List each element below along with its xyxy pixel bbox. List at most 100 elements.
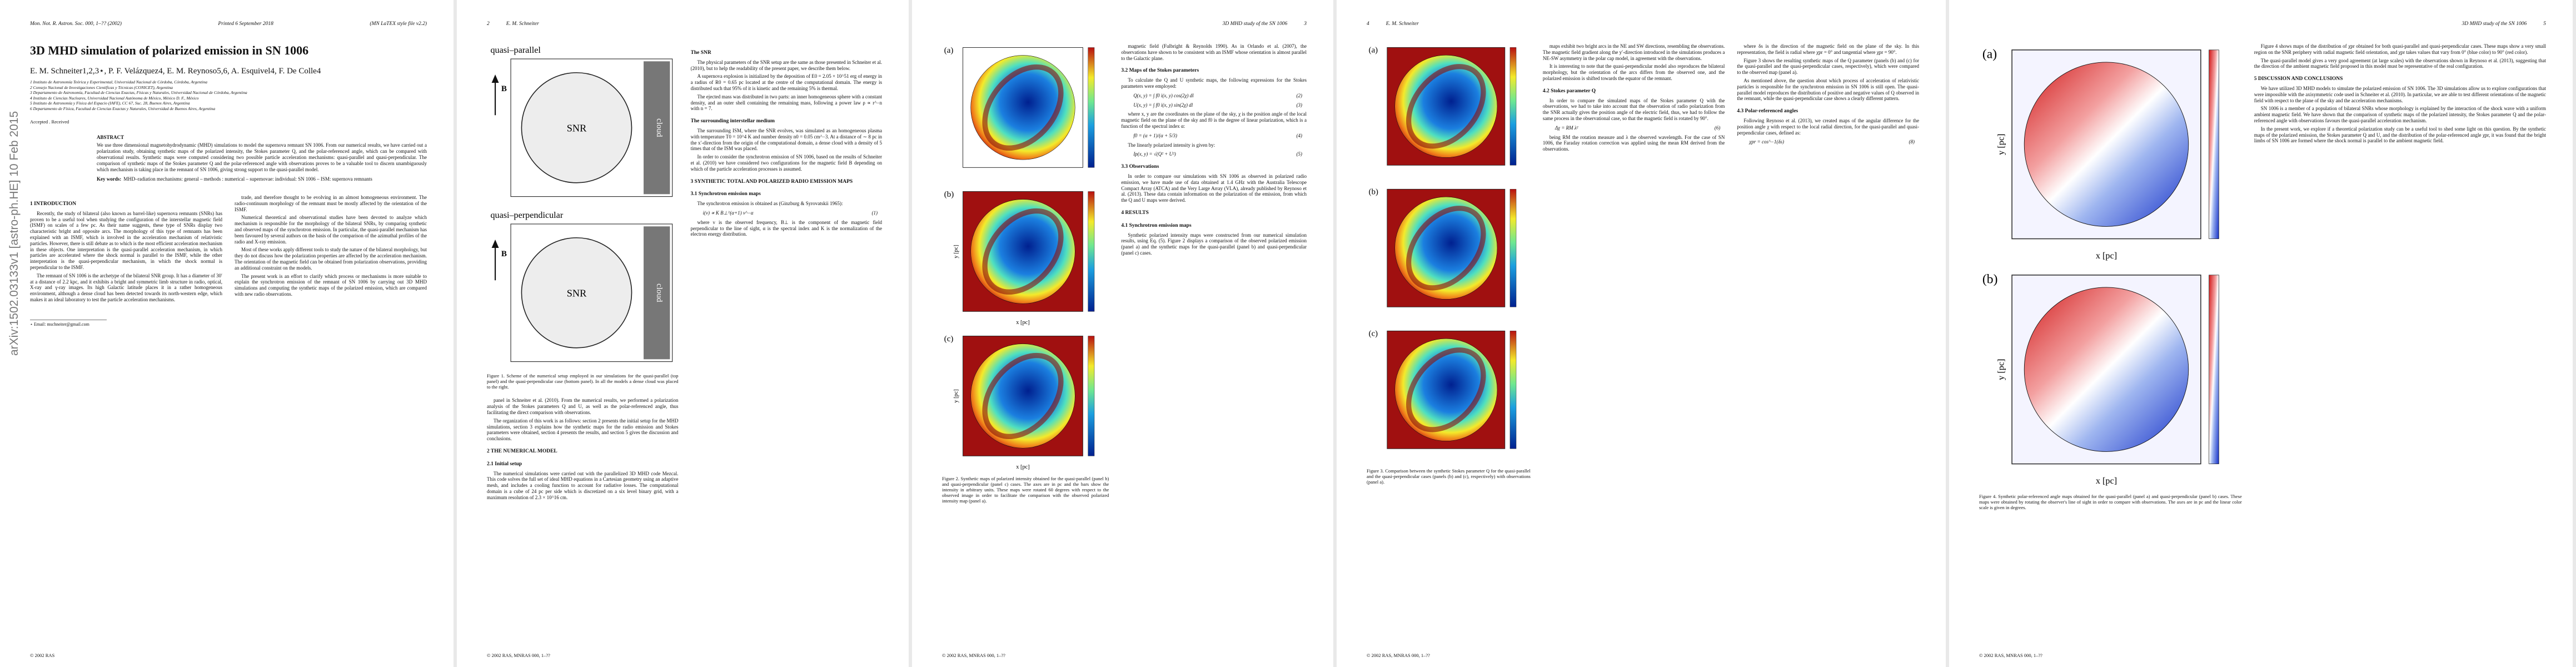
figure-panel: quasi–parallel SNR cloud B bbox=[490, 46, 673, 197]
bright-limb bbox=[982, 208, 1064, 295]
paragraph: As mentioned above, the question about w… bbox=[1737, 77, 1920, 102]
color-bar bbox=[1509, 330, 1517, 449]
equation: χpr = cos^−1(δs) (8) bbox=[1749, 139, 1915, 145]
field-label: B bbox=[501, 250, 507, 258]
paragraph: The physical parameters of the SNR setup… bbox=[690, 59, 883, 71]
text-column: Figure 4 shows maps of the distribution … bbox=[2254, 43, 2546, 634]
header-text: Printed 6 September 2018 bbox=[218, 21, 273, 27]
y-axis-label: y [pc] bbox=[953, 245, 959, 258]
section-heading: 4.2 Stokes parameter Q bbox=[1542, 88, 1596, 94]
equation-body: χpr = cos^−1(δs) bbox=[1749, 139, 1785, 145]
cloud-label: cloud bbox=[655, 118, 664, 137]
page-header: 3D MHD study of the SN 1006 5 bbox=[1979, 21, 2546, 29]
figure-caption: Figure 1. Scheme of the numerical setup … bbox=[487, 373, 679, 390]
authors: E. M. Schneiter1,2,3⋆, P. F. Velázquez4,… bbox=[30, 67, 321, 76]
equation-number: (8) bbox=[1909, 139, 1915, 145]
equation-number: (3) bbox=[1296, 102, 1303, 108]
page-footer: © 2002 RAS bbox=[30, 653, 55, 658]
map-disk bbox=[970, 55, 1075, 160]
paragraph: panel in Schneiter et al. (2010). From t… bbox=[487, 397, 679, 415]
figure-panel: (b) bbox=[1369, 187, 1517, 307]
page-footer: © 2002 RAS, MNRAS 000, 1–?? bbox=[942, 653, 1005, 658]
paragraph: where δs is the direction of the magneti… bbox=[1737, 43, 1920, 55]
affiliation: 4 Instituto de Ciencias Nucleares, Unive… bbox=[30, 95, 199, 101]
paragraph: Recently, the study of bilateral (also k… bbox=[30, 210, 222, 270]
figure-caption: Figure 2. Synthetic maps of polarized in… bbox=[942, 476, 1109, 504]
paragraph: In order to compare the simulated maps o… bbox=[1542, 97, 1725, 121]
paragraph: The numerical simulations were carried o… bbox=[487, 470, 679, 500]
paragraph: The organization of this work is as foll… bbox=[487, 417, 679, 442]
header-text: E. M. Schneiter bbox=[506, 21, 539, 27]
affiliation: 6 Departamento de Física, Facultad de Ci… bbox=[30, 106, 216, 111]
keywords-text: MHD–radiation mechanisms: general – meth… bbox=[123, 176, 372, 182]
cloud-box bbox=[644, 226, 670, 359]
paragraph: The synchrotron emission is obtained as … bbox=[697, 201, 843, 207]
color-bar bbox=[1088, 47, 1095, 168]
equation-body: f0 = (α + 1)/(α + 5/3) bbox=[1133, 132, 1177, 138]
page-header: Mon. Not. R. Astron. Soc. 000, 1–?? (200… bbox=[30, 21, 427, 29]
section-heading: 2 THE NUMERICAL MODEL bbox=[487, 448, 557, 454]
equation-number: (5) bbox=[1296, 151, 1303, 157]
paragraph: Following Reynoso et al. (2013), we crea… bbox=[1737, 117, 1920, 136]
text-column: trade, and therefore thought to be evolv… bbox=[235, 195, 427, 506]
section-heading: 3 SYNTHETIC TOTAL AND POLARIZED RADIO EM… bbox=[690, 178, 853, 185]
received-line: Accepted . Received bbox=[30, 119, 69, 125]
map-disk bbox=[970, 199, 1075, 304]
panel-label: (c) bbox=[1369, 329, 1378, 338]
abstract: ABSTRACT We use three dimensional magneto… bbox=[97, 135, 427, 182]
y-axis-label: y [pc] bbox=[1996, 359, 2006, 380]
equation: f0 = (α + 1)/(α + 5/3) (4) bbox=[1133, 133, 1302, 139]
snr-disk bbox=[521, 237, 632, 349]
figure-panel: (a) bbox=[944, 46, 1095, 168]
section-heading: 3.2 Maps of the Stokes parameters bbox=[1121, 68, 1199, 74]
figure-panel: (b) x [pc] y [pc] bbox=[1982, 272, 2219, 486]
paragraph: The linearly polarized intensity is give… bbox=[1128, 142, 1215, 148]
figure-caption: Figure 3. Comparison between the synthet… bbox=[1367, 468, 1531, 485]
header-text: 3 bbox=[1304, 21, 1307, 27]
panel-label: (a) bbox=[1369, 46, 1378, 55]
figure-panel: quasi–perpendicular SNR cloud B bbox=[490, 211, 673, 362]
section-heading: The surrounding interstellar medium bbox=[690, 118, 775, 125]
figure-panel: (a) x [pc] y [pc] bbox=[1982, 47, 2219, 261]
text-column: (a) (b) (c) Figure 3. Comparison between th… bbox=[1367, 43, 1531, 634]
section-heading: 4.3 Polar-referenced angles bbox=[1737, 108, 1798, 115]
snr-label: SNR bbox=[567, 287, 587, 298]
cloud-label: cloud bbox=[655, 283, 664, 302]
bright-limb bbox=[1406, 64, 1486, 149]
panel-label: (a) bbox=[944, 46, 954, 55]
equation-body: Δχ = RM λ² bbox=[1554, 125, 1578, 131]
page-footer: © 2002 RAS, MNRAS 000, 1–?? bbox=[487, 653, 550, 658]
columns: (a) (b) (c) Figure 3. Comparison between th… bbox=[1367, 43, 1919, 634]
page-header: 4 E. M. Schneiter bbox=[1367, 21, 1919, 29]
header-text: 3D MHD study of the SN 1006 bbox=[1222, 21, 1288, 27]
keywords-label: Key words: bbox=[97, 176, 122, 182]
x-axis-label: x [pc] bbox=[1016, 320, 1029, 326]
map-disk bbox=[1394, 54, 1498, 158]
panel-label: (b) bbox=[1369, 187, 1378, 196]
color-bar bbox=[1088, 336, 1095, 456]
figure-caption: Figure 4. Synthetic polar-referenced ang… bbox=[1979, 493, 2242, 510]
page-header: 2 E. M. Schneiter bbox=[487, 21, 882, 29]
figure-panel: (c) x [pc] y [pc] bbox=[944, 335, 1095, 470]
figure-panel: (a) bbox=[1369, 46, 1517, 166]
page: 3D MHD study of the SN 1006 3 (a) (b) x [pc]… bbox=[912, 0, 1337, 667]
paper-title: 3D MHD simulation of polarized emission … bbox=[30, 43, 309, 57]
bright-limb bbox=[1406, 205, 1486, 291]
map-disk bbox=[970, 344, 1075, 449]
arrow-head bbox=[491, 74, 499, 83]
bright-limb bbox=[1406, 347, 1486, 432]
x-axis-label: x [pc] bbox=[2096, 251, 2117, 261]
equation: i(ν) ∝ K B⊥^(α+1) ν^−α (1) bbox=[703, 210, 878, 216]
abstract-heading: ABSTRACT bbox=[97, 135, 124, 140]
section-heading: 3.3 Observations bbox=[1121, 164, 1159, 170]
paragraph: A supernova explosion is initialized by … bbox=[690, 73, 883, 91]
footnote: ⋆ Email: mschneiter@gmail.com bbox=[30, 319, 107, 328]
header-text: Mon. Not. R. Astron. Soc. 000, 1–?? (200… bbox=[30, 21, 122, 27]
keywords: Key words: MHD–radiation mechanisms: gene… bbox=[97, 176, 427, 182]
equation-body: Ip(x, y) = √(Q² + U²) bbox=[1133, 151, 1176, 157]
y-axis-label: y [pc] bbox=[953, 389, 959, 402]
snr-disk bbox=[521, 72, 632, 183]
text-column: (a) (b) x [pc] y [pc] (c) x [pc] y [pc] Figure … bbox=[942, 43, 1109, 634]
